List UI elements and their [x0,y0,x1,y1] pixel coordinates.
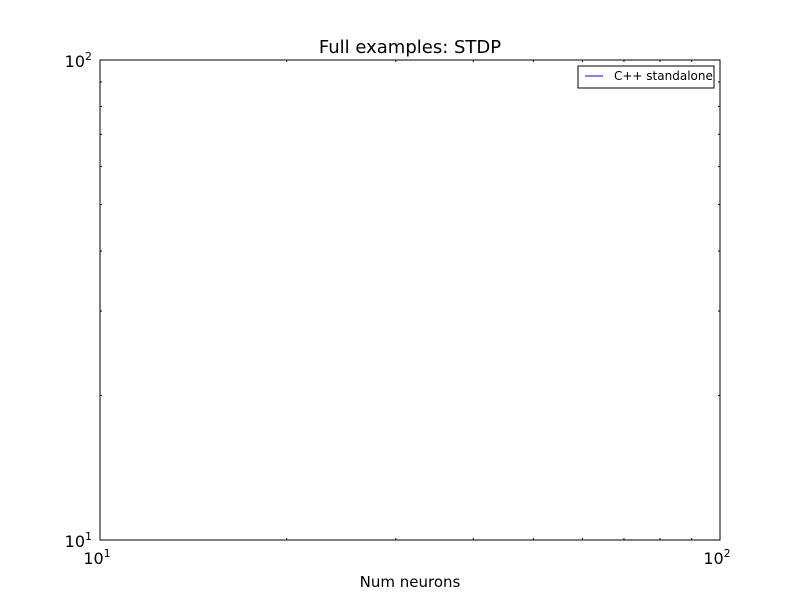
plot-area-frame [99,59,721,541]
chart-title: Full examples: STDP [319,37,501,58]
legend: C++ standalone [577,65,715,89]
legend-label-cpp-standalone: C++ standalone [614,69,713,83]
x-axis-label: Num neurons [360,573,461,591]
legend-box [577,65,715,89]
